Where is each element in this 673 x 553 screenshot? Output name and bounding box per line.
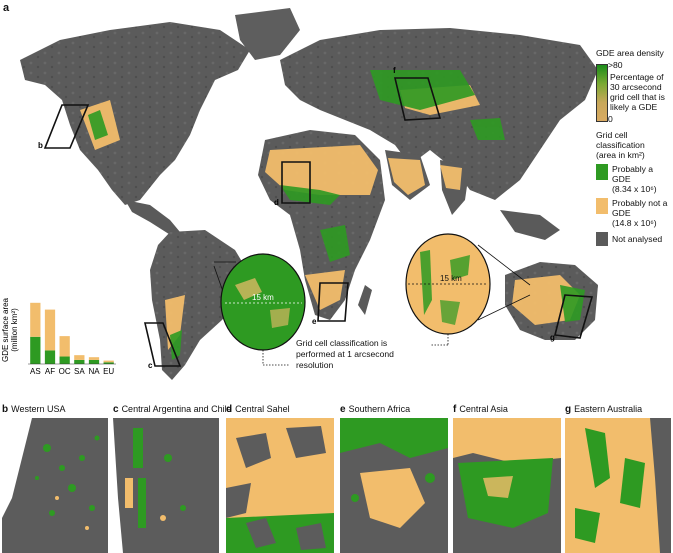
bar-af-not-gde (44, 309, 56, 351)
legend-item-gde: Probably a GDE (8.34 x 10⁶) (596, 164, 672, 194)
panel-b-title-text: Western USA (11, 404, 66, 414)
panel-b-image (2, 418, 108, 553)
annotation-line-1: Grid cell classification is (296, 338, 388, 348)
density-desc-line-2: 30 arcsecond (610, 82, 662, 92)
tick-label-sa: SA (74, 367, 85, 376)
panel-d-image (226, 418, 334, 553)
tick-label-af: AF (45, 367, 55, 376)
panel-a-label: a (3, 2, 10, 14)
panel-d-letter: d (226, 404, 233, 415)
tick-label-as: AS (30, 367, 41, 376)
north-america-landmass (20, 22, 250, 205)
madagascar-landmass (358, 285, 372, 315)
tick-label-oc: OC (59, 367, 71, 376)
greenland-landmass (235, 8, 300, 60)
legend-swatch-gde (596, 164, 608, 180)
bar-as-not-gde (30, 302, 41, 337)
classification-legend-title: Grid cell classification (area in km²) (596, 130, 672, 160)
legend-sub-gde: (8.34 x 10⁶) (612, 184, 657, 194)
panel-f-title-text: Central Asia (459, 404, 508, 414)
density-desc-line-4: likely a GDE (610, 102, 658, 112)
bar-sa-not-gde (74, 355, 85, 360)
classification-title-line-1: Grid cell classification (596, 130, 645, 150)
chart-ylabel-line-2: (million km²) (10, 308, 19, 352)
legend-label-not-gde: Probably not a GDE (612, 198, 668, 218)
panel-c-letter: c (113, 404, 119, 415)
panel-f-title: f Central Asia (453, 404, 508, 415)
panel-d-title-text: Central Sahel (235, 404, 290, 414)
bar-na-gde (88, 359, 100, 364)
legend-label-not-analysed: Not analysed (612, 234, 663, 244)
region-box-e (317, 282, 349, 322)
tick-label-eu: EU (103, 367, 114, 376)
panel-b-title: b Western USA (2, 404, 65, 415)
region-letter-d: d (274, 198, 279, 207)
panel-f-letter: f (453, 404, 457, 415)
panel-d-title: d Central Sahel (226, 404, 290, 415)
zoom-circle-left: 15 km (220, 253, 306, 351)
classification-title-line-2: (area in km²) (596, 150, 645, 160)
chart-ylabel-line-1: GDE surface area (1, 297, 10, 362)
southeast-asia-islands (500, 210, 560, 240)
region-letter-g: g (550, 333, 555, 342)
bar-af-gde (44, 350, 56, 364)
density-legend-title: GDE area density (596, 48, 664, 58)
annotation-text: Grid cell classification is performed at… (296, 338, 394, 371)
region-box-c (143, 322, 182, 367)
panel-g-title-text: Eastern Australia (574, 404, 643, 414)
annotation-line-3: resolution (296, 360, 334, 370)
legend-sub-not-gde: (14.8 x 10⁶) (612, 218, 657, 228)
region-letter-c: c (148, 361, 153, 370)
legend-item-not-gde: Probably not a GDE (14.8 x 10⁶) (596, 198, 672, 228)
region-letter-f: f (393, 66, 396, 75)
bar-oc-gde (59, 356, 70, 364)
regional-panels: b Western USA c Central Argentina and Chil… (0, 404, 673, 553)
region-letter-e: e (312, 317, 317, 326)
region-box-f (393, 77, 442, 121)
annotation-bracket (262, 334, 449, 366)
zoom-scale-right: 15 km (440, 274, 462, 283)
bar-eu-gde (103, 362, 114, 364)
panel-g-image (565, 418, 671, 553)
panel-e-image (340, 418, 448, 553)
panel-g-title: g Eastern Australia (565, 404, 642, 415)
region-boxes (43, 77, 594, 367)
zoom-scale-left: 15 km (252, 293, 274, 302)
density-description: Percentage of 30 arcsecond grid cell tha… (610, 72, 673, 112)
density-max-label: >80 (608, 60, 623, 70)
legend: GDE area density >80 0 Percentage of 30 … (596, 48, 672, 246)
density-desc-line-3: grid cell that is (610, 92, 665, 102)
panel-b-letter: b (2, 404, 9, 415)
legend-label-gde: Probably a GDE (612, 164, 654, 184)
bar-sa-gde (74, 359, 85, 364)
legend-swatch-not-gde (596, 198, 608, 214)
panel-e-letter: e (340, 404, 346, 415)
density-desc-line-1: Percentage of (610, 72, 664, 82)
region-box-g (554, 294, 594, 339)
panel-c-title-text: Central Argentina and Chile (121, 404, 232, 414)
gde-surface-area-chart: GDE surface area (million km²) AS AF OC SA NA E… (1, 297, 116, 376)
tick-label-na: NA (88, 367, 100, 376)
panel-g-letter: g (565, 404, 572, 415)
bar-eu-not-gde (103, 360, 114, 363)
panel-c-title: c Central Argentina and Chile (113, 404, 232, 415)
region-box-d (281, 161, 311, 204)
density-colorbar (596, 64, 608, 122)
region-box-b (43, 104, 90, 149)
region-letter-b: b (38, 141, 43, 150)
legend-item-not-analysed: Not analysed (596, 232, 672, 246)
bar-na-not-gde (88, 357, 100, 360)
annotation-line-2: performed at 1 arcsecond (296, 349, 394, 359)
central-america-landmass (125, 200, 180, 236)
zoom-circle-right: 15 km (405, 233, 491, 335)
bar-as-gde (30, 336, 41, 364)
world-map: b c d e f g 15 km 15 km (20, 8, 598, 380)
panel-e-title: e Southern Africa (340, 404, 410, 415)
bar-oc-not-gde (59, 336, 70, 357)
panel-c-image (113, 418, 219, 553)
panel-e-title-text: Southern Africa (348, 404, 411, 414)
density-min-label: 0 (608, 114, 613, 124)
legend-swatch-not-analysed (596, 232, 608, 246)
panel-f-image (453, 418, 561, 553)
